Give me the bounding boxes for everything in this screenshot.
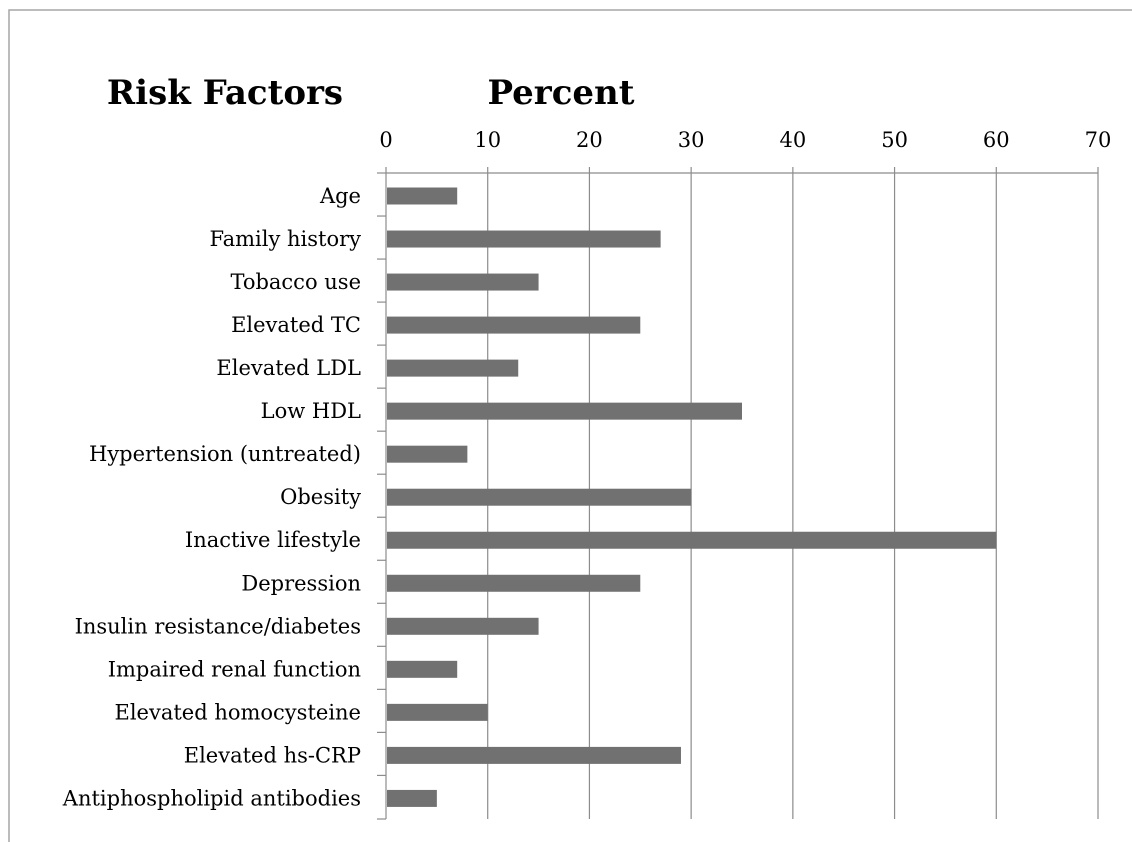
category-label: Tobacco use xyxy=(230,270,361,294)
x-tick-label: 10 xyxy=(474,128,501,152)
category-label: Depression xyxy=(241,571,361,595)
bar xyxy=(387,574,641,592)
bar xyxy=(387,187,458,205)
bar xyxy=(387,359,519,377)
x-tick-label: 40 xyxy=(779,128,806,152)
category-label: Elevated TC xyxy=(231,313,361,337)
bar xyxy=(387,273,539,291)
bar xyxy=(387,531,997,549)
category-label: Inactive lifestyle xyxy=(185,528,361,552)
bar xyxy=(387,746,681,764)
axes xyxy=(377,172,1098,820)
category-label: Insulin resistance/diabetes xyxy=(75,614,361,638)
bar xyxy=(387,660,458,678)
chart-border xyxy=(8,9,1132,842)
category-label: Hypertension (untreated) xyxy=(89,442,361,466)
bar xyxy=(387,445,468,463)
category-label: Obesity xyxy=(280,485,361,509)
value-header-label: Percent xyxy=(488,73,635,113)
category-label: Low HDL xyxy=(261,399,361,423)
category-label: Elevated LDL xyxy=(216,356,361,380)
bar xyxy=(387,617,539,635)
bars xyxy=(387,187,997,807)
bar xyxy=(387,488,692,506)
bar xyxy=(387,316,641,334)
category-label: Impaired renal function xyxy=(108,657,361,681)
category-label: Age xyxy=(319,184,361,208)
x-tick-label: 60 xyxy=(983,128,1010,152)
x-axis-ticks: 0 10 20 30 40 50 60 70 xyxy=(379,128,1111,173)
category-label: Antiphospholipid antibodies xyxy=(62,786,361,810)
bar xyxy=(387,789,437,807)
category-label: Family history xyxy=(209,227,361,251)
category-label: Elevated hs-CRP xyxy=(184,743,361,767)
x-tick-label: 70 xyxy=(1085,128,1112,152)
bar xyxy=(387,230,661,248)
x-tick-label: 50 xyxy=(881,128,908,152)
category-label: Elevated homocysteine xyxy=(114,700,361,724)
category-labels: Age Family history Tobacco use Elevated TC E… xyxy=(62,184,361,810)
row-header-label: Risk Factors xyxy=(107,73,343,113)
bar xyxy=(387,402,742,420)
x-tick-label: 0 xyxy=(379,128,392,152)
x-tick-label: 30 xyxy=(678,128,705,152)
bar xyxy=(387,703,488,721)
x-tick-label: 20 xyxy=(576,128,603,152)
